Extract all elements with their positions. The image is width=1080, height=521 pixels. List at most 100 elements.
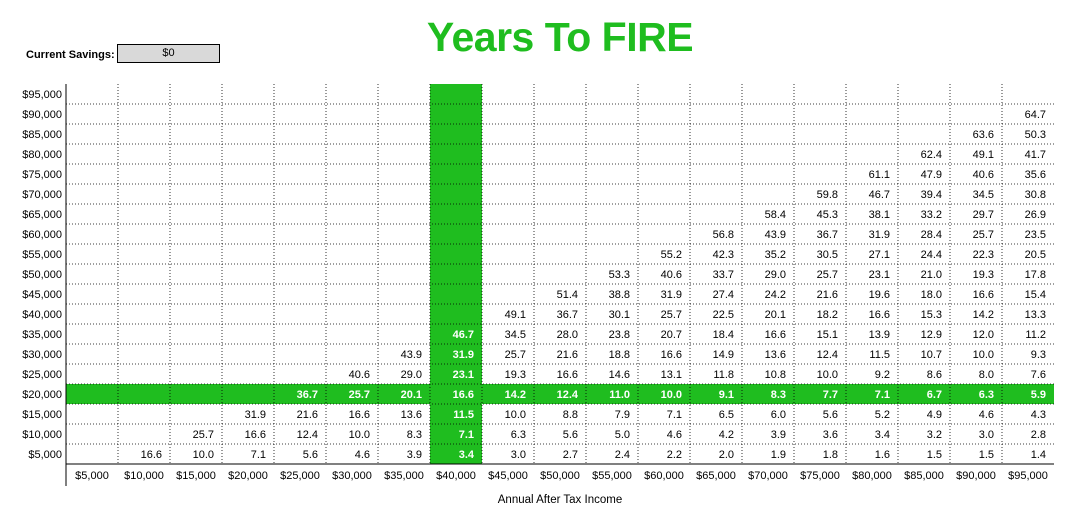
cell-value: 40.6 bbox=[661, 269, 682, 281]
cell-value: 14.2 bbox=[973, 309, 994, 321]
y-tick-label: $90,000 bbox=[22, 109, 62, 121]
x-tick-label: $60,000 bbox=[644, 470, 684, 482]
x-tick-label: $75,000 bbox=[800, 470, 840, 482]
cell-value: 58.4 bbox=[765, 209, 786, 221]
cell-value: 8.3 bbox=[771, 389, 786, 401]
x-tick-label: $30,000 bbox=[332, 470, 372, 482]
cell-value: 36.7 bbox=[557, 309, 578, 321]
cell-value: 3.2 bbox=[927, 429, 942, 441]
cell-value: 11.8 bbox=[713, 369, 734, 381]
cell-value: 28.0 bbox=[557, 329, 578, 341]
page-title: Years To FIRE bbox=[426, 14, 694, 60]
x-tick-label: $80,000 bbox=[852, 470, 892, 482]
cell-value: 9.1 bbox=[719, 389, 734, 401]
cell-value: 4.6 bbox=[355, 449, 370, 461]
cell-value: 28.4 bbox=[921, 229, 942, 241]
cell-value: 53.3 bbox=[609, 269, 630, 281]
cell-value: 12.9 bbox=[921, 329, 942, 341]
x-tick-label: $40,000 bbox=[436, 470, 476, 482]
cell-value: 23.1 bbox=[453, 369, 474, 381]
cell-value: 3.4 bbox=[459, 449, 475, 461]
cell-value: 22.3 bbox=[973, 249, 994, 261]
cell-value: 29.0 bbox=[765, 269, 786, 281]
cell-value: 7.1 bbox=[667, 409, 682, 421]
cell-value: 42.3 bbox=[713, 249, 734, 261]
cell-value: 38.1 bbox=[869, 209, 890, 221]
cell-value: 21.6 bbox=[817, 289, 838, 301]
cell-value: 5.6 bbox=[823, 409, 838, 421]
cell-value: 13.6 bbox=[765, 349, 786, 361]
cell-value: 16.6 bbox=[765, 329, 786, 341]
cell-value: 5.0 bbox=[615, 429, 630, 441]
cell-value: 3.9 bbox=[771, 429, 786, 441]
cell-value: 7.6 bbox=[1031, 369, 1046, 381]
x-tick-label: $45,000 bbox=[488, 470, 528, 482]
cell-value: 18.2 bbox=[817, 309, 838, 321]
cell-value: 1.4 bbox=[1031, 449, 1046, 461]
cell-value: 21.6 bbox=[297, 409, 318, 421]
cell-value: 13.1 bbox=[661, 369, 682, 381]
cell-value: 43.9 bbox=[765, 229, 786, 241]
cell-value: 16.6 bbox=[973, 289, 994, 301]
cell-value: 2.4 bbox=[615, 449, 630, 461]
cell-value: 4.9 bbox=[927, 409, 942, 421]
cell-value: 6.3 bbox=[979, 389, 994, 401]
x-tick-label: $15,000 bbox=[176, 470, 216, 482]
x-tick-label: $65,000 bbox=[696, 470, 736, 482]
cell-value: 23.8 bbox=[609, 329, 630, 341]
cell-value: 11.5 bbox=[869, 349, 890, 361]
cell-value: 8.8 bbox=[563, 409, 578, 421]
cell-value: 7.1 bbox=[875, 389, 890, 401]
cell-value: 3.4 bbox=[875, 429, 890, 441]
cell-value: 29.0 bbox=[401, 369, 422, 381]
cell-value: 15.4 bbox=[1025, 289, 1046, 301]
cell-value: 49.1 bbox=[973, 149, 994, 161]
cell-value: 8.3 bbox=[407, 429, 422, 441]
cell-value: 13.6 bbox=[401, 409, 422, 421]
x-tick-label: $70,000 bbox=[748, 470, 788, 482]
cell-value: 16.6 bbox=[245, 429, 266, 441]
cell-value: 11.2 bbox=[1025, 329, 1046, 341]
y-tick-label: $50,000 bbox=[22, 269, 62, 281]
cell-value: 16.6 bbox=[141, 449, 162, 461]
cell-value: 7.9 bbox=[615, 409, 630, 421]
cell-value: 2.2 bbox=[667, 449, 682, 461]
cell-value: 6.3 bbox=[511, 429, 526, 441]
cell-value: 25.7 bbox=[193, 429, 214, 441]
cell-value: 3.9 bbox=[407, 449, 422, 461]
cell-value: 4.6 bbox=[979, 409, 994, 421]
cell-value: 16.6 bbox=[661, 349, 682, 361]
cell-value: 46.7 bbox=[869, 189, 890, 201]
cell-value: 31.9 bbox=[869, 229, 890, 241]
cell-value: 20.1 bbox=[765, 309, 786, 321]
cell-value: 9.3 bbox=[1031, 349, 1046, 361]
cell-value: 24.2 bbox=[765, 289, 786, 301]
y-tick-label: $95,000 bbox=[22, 89, 62, 101]
cell-value: 10.0 bbox=[817, 369, 838, 381]
current-savings-input[interactable]: $0 bbox=[117, 44, 220, 63]
cell-value: 29.7 bbox=[973, 209, 994, 221]
x-tick-label: $10,000 bbox=[124, 470, 164, 482]
cell-value: 19.6 bbox=[869, 289, 890, 301]
y-tick-label: $30,000 bbox=[22, 349, 62, 361]
cell-value: 22.5 bbox=[713, 309, 734, 321]
cell-value: 34.5 bbox=[505, 329, 526, 341]
cell-value: 23.1 bbox=[869, 269, 890, 281]
cell-value: 27.1 bbox=[869, 249, 890, 261]
cell-value: 50.3 bbox=[1025, 129, 1046, 141]
cell-value: 47.9 bbox=[921, 169, 942, 181]
x-tick-label: $20,000 bbox=[228, 470, 268, 482]
cell-value: 10.0 bbox=[973, 349, 994, 361]
y-tick-label: $25,000 bbox=[22, 369, 62, 381]
cell-value: 27.4 bbox=[713, 289, 734, 301]
cell-value: 40.6 bbox=[973, 169, 994, 181]
cell-value: 17.8 bbox=[1025, 269, 1046, 281]
cell-value: 1.5 bbox=[927, 449, 942, 461]
cell-value: 25.7 bbox=[505, 349, 526, 361]
cell-value: 12.4 bbox=[557, 389, 579, 401]
cell-value: 10.0 bbox=[193, 449, 214, 461]
cell-value: 46.7 bbox=[453, 329, 474, 341]
y-tick-label: $10,000 bbox=[22, 429, 62, 441]
cell-value: 36.7 bbox=[297, 389, 318, 401]
cell-value: 14.9 bbox=[713, 349, 734, 361]
